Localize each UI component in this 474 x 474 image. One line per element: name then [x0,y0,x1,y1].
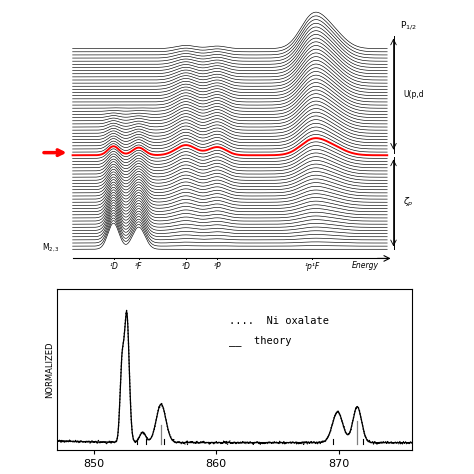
Text: ³P: ³P [213,262,221,271]
Text: Energy: Energy [352,261,379,270]
Text: ....  Ni oxalate: .... Ni oxalate [228,316,328,326]
Y-axis label: NORMALIZED: NORMALIZED [45,341,54,398]
Text: ³F: ³F [135,262,142,271]
Text: $\zeta_p$: $\zeta_p$ [403,196,414,210]
Text: __  theory: __ theory [228,335,291,346]
Text: U(p,d: U(p,d [403,90,424,99]
Text: M$_{2,3}$: M$_{2,3}$ [42,242,60,254]
Text: ¹D: ¹D [109,262,118,271]
Text: ³D: ³D [182,262,190,271]
Text: P$_{1/2}$: P$_{1/2}$ [400,19,417,32]
Text: ¹p¹F: ¹p¹F [304,262,319,271]
